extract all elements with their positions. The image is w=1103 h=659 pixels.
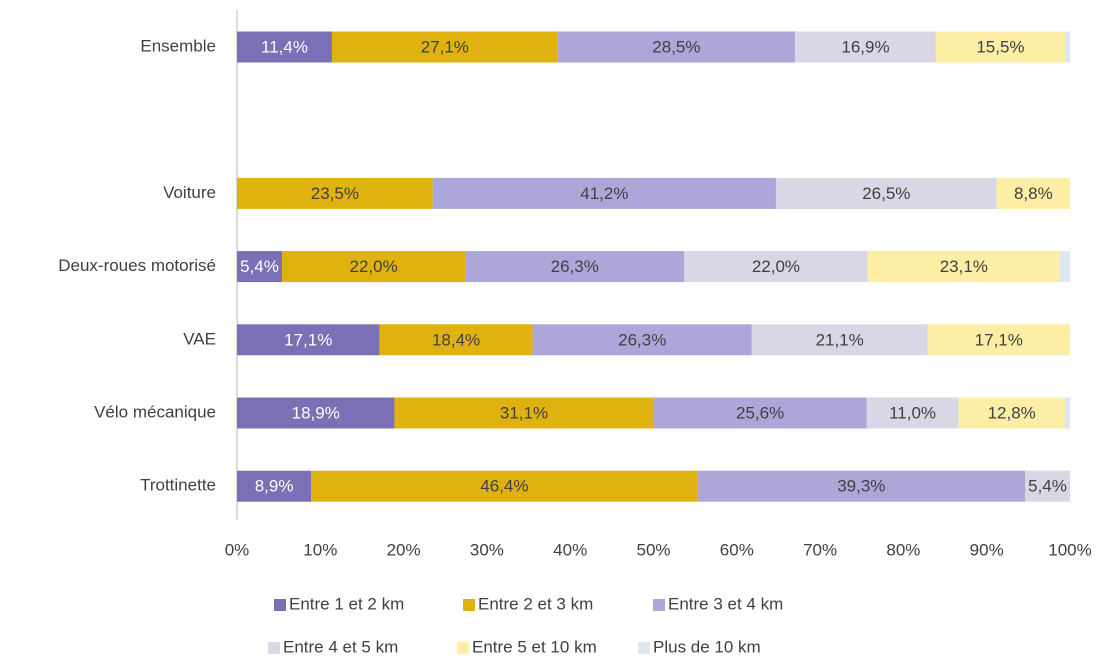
bar-segment — [432, 177, 776, 209]
x-tick-label: 30% — [470, 540, 504, 559]
value-label: 11,4% — [261, 37, 308, 56]
value-label: 26,3% — [551, 257, 599, 276]
bar-segment — [866, 397, 959, 429]
bar-segment — [958, 397, 1066, 429]
value-label: 41,2% — [580, 184, 628, 203]
value-label: 26,3% — [618, 330, 666, 349]
bar-segment — [237, 251, 282, 283]
value-label: 17,1% — [975, 330, 1023, 349]
bar-segment — [237, 324, 380, 356]
value-label: 8,8% — [1014, 184, 1053, 203]
legend-swatch — [653, 599, 665, 611]
legend-label: Entre 2 et 3 km — [478, 594, 593, 613]
category-label: Deux-roues motorisé — [58, 256, 216, 275]
value-label: 22,0% — [350, 257, 398, 276]
legend-swatch — [457, 642, 469, 654]
bar-segment — [237, 397, 395, 429]
x-tick-label: 90% — [970, 540, 1004, 559]
bar-segment — [653, 397, 867, 429]
bar-segment — [935, 31, 1066, 63]
bar-segment — [394, 397, 654, 429]
bar-segment — [465, 251, 685, 283]
bar-segment — [927, 324, 1070, 356]
value-label: 26,5% — [862, 184, 910, 203]
bar-segment — [311, 470, 698, 502]
bar-segment — [684, 251, 868, 283]
bar-segment — [775, 177, 997, 209]
value-label: 12,8% — [988, 403, 1036, 422]
x-tick-label: 0% — [225, 540, 250, 559]
legend-label: Plus de 10 km — [653, 637, 761, 656]
x-tick-label: 100% — [1048, 540, 1091, 559]
value-label: 25,6% — [736, 403, 784, 422]
x-tick-label: 10% — [303, 540, 337, 559]
category-label: Vélo mécanique — [94, 402, 216, 421]
bar-segment — [1060, 251, 1070, 283]
legend-swatch — [463, 599, 475, 611]
bar-segment — [1065, 31, 1070, 63]
value-label: 46,4% — [480, 477, 528, 496]
value-label: 28,5% — [652, 37, 700, 56]
bar-segment — [996, 177, 1070, 209]
legend-label: Entre 4 et 5 km — [283, 637, 398, 656]
bar-segment — [379, 324, 533, 356]
legend-swatch — [274, 599, 286, 611]
category-label: Ensemble — [140, 36, 216, 55]
value-label: 23,5% — [311, 184, 359, 203]
value-label: 22,0% — [752, 257, 800, 276]
bar-segment — [237, 177, 433, 209]
legend-label: Entre 5 et 10 km — [472, 637, 597, 656]
value-label: 17,1% — [284, 330, 332, 349]
value-label: 11,0% — [889, 403, 936, 422]
category-label: Voiture — [163, 183, 216, 202]
x-tick-label: 50% — [636, 540, 670, 559]
value-label: 15,5% — [976, 37, 1024, 56]
value-label: 23,1% — [940, 257, 988, 276]
legend-label: Entre 3 et 4 km — [668, 594, 783, 613]
legend-swatch — [268, 642, 280, 654]
bar-segment — [795, 31, 936, 63]
value-label: 27,1% — [421, 37, 469, 56]
bar-segment — [867, 251, 1061, 283]
bar-segment — [237, 31, 332, 63]
bar-segment — [237, 470, 312, 502]
x-tick-label: 80% — [886, 540, 920, 559]
bar-segment — [532, 324, 752, 356]
legend-swatch — [638, 642, 650, 654]
value-label: 18,4% — [432, 330, 480, 349]
value-label: 5,4% — [1028, 477, 1067, 496]
bar-segment — [281, 251, 466, 283]
value-label: 31,1% — [500, 403, 548, 422]
value-label: 5,4% — [240, 257, 279, 276]
bar-segment — [1025, 470, 1070, 502]
value-label: 39,3% — [837, 477, 885, 496]
value-label: 8,9% — [255, 477, 294, 496]
x-tick-label: 60% — [720, 540, 754, 559]
bar-segment — [697, 470, 1026, 502]
value-label: 16,9% — [841, 37, 889, 56]
value-label: 18,9% — [292, 403, 340, 422]
x-tick-label: 40% — [553, 540, 587, 559]
bar-segment — [1065, 397, 1070, 429]
bar-segment — [331, 31, 558, 63]
x-tick-label: 20% — [387, 540, 421, 559]
category-label: VAE — [183, 329, 216, 348]
value-label: 21,1% — [816, 330, 864, 349]
legend-label: Entre 1 et 2 km — [289, 594, 404, 613]
bar-segment — [751, 324, 928, 356]
category-label: Trottinette — [140, 476, 216, 495]
x-tick-label: 70% — [803, 540, 837, 559]
bar-segment — [557, 31, 796, 63]
